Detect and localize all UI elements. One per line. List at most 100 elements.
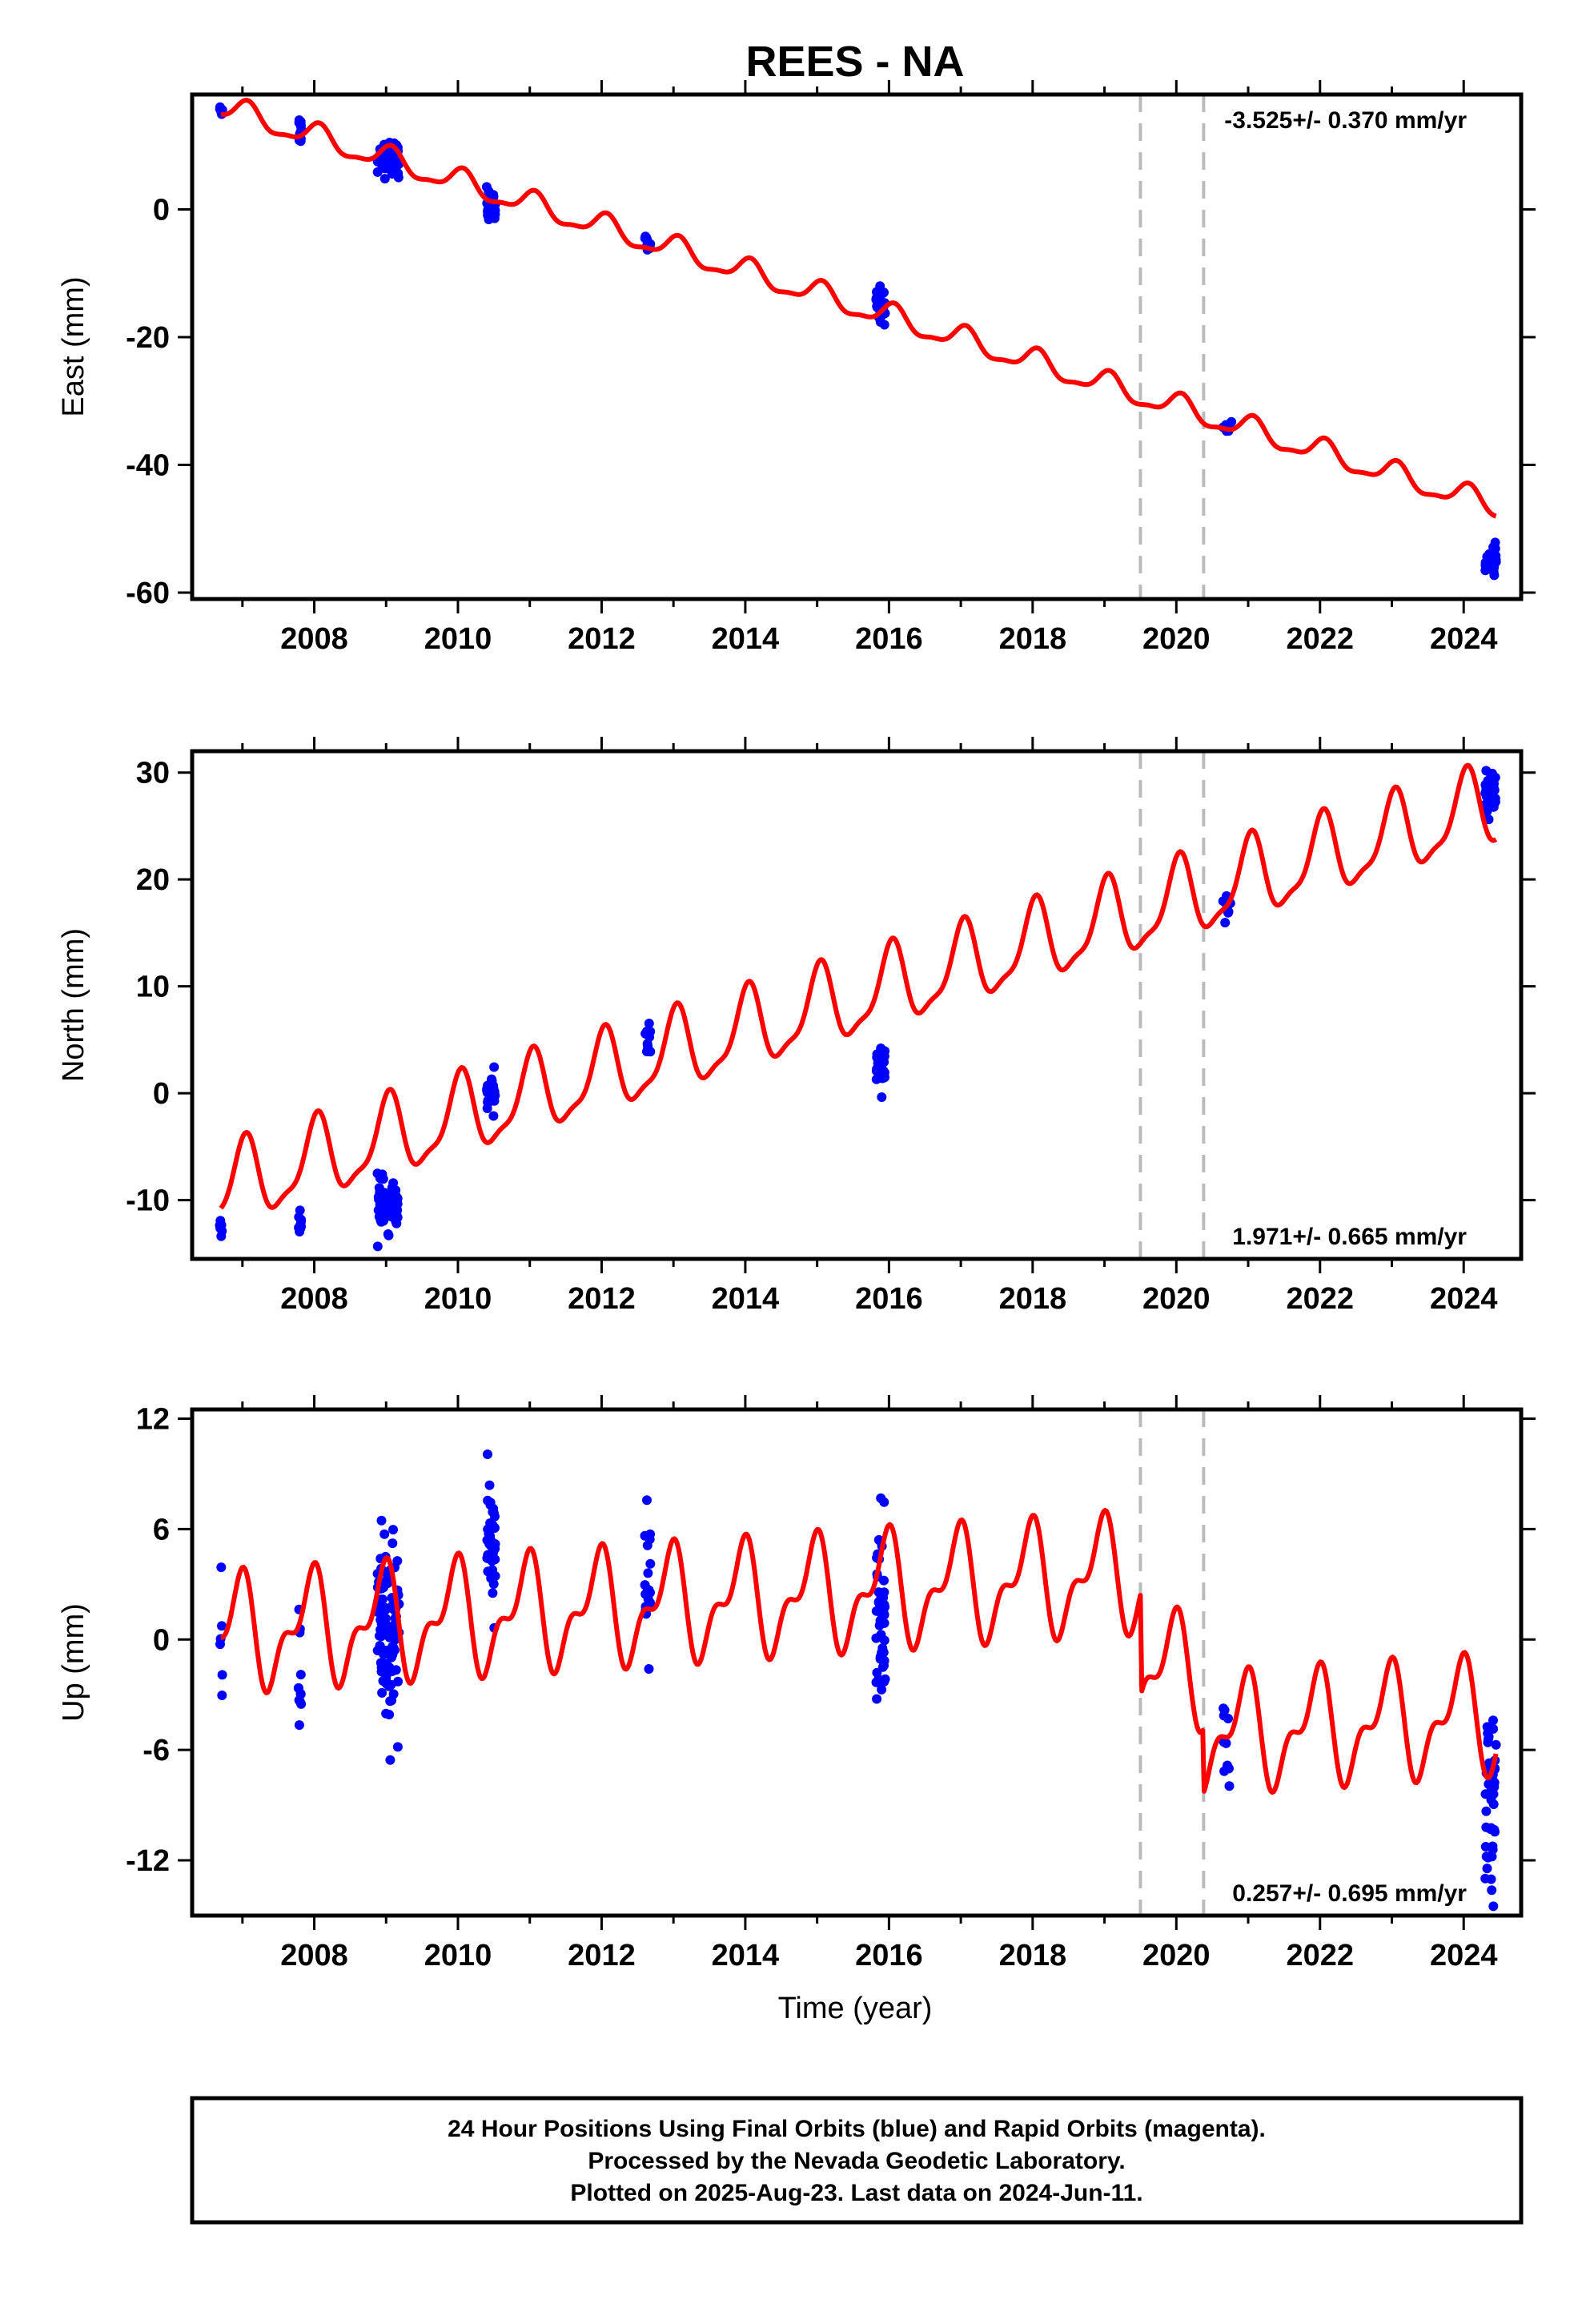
data-point [483, 1449, 492, 1459]
data-point [877, 1092, 887, 1102]
data-point [378, 1174, 388, 1184]
data-point [481, 182, 492, 192]
data-point [1221, 1738, 1231, 1748]
data-point [640, 1028, 651, 1039]
data-point [384, 1632, 395, 1642]
data-point [880, 1072, 889, 1083]
y-tick-label: -6 [143, 1734, 170, 1767]
data-point [1489, 1824, 1500, 1835]
data-point [642, 1495, 652, 1506]
data-point [485, 1531, 496, 1542]
data-point [388, 1665, 399, 1675]
data-point [385, 1755, 396, 1765]
data-point [484, 1480, 495, 1490]
y-tick-label: 20 [136, 863, 170, 897]
data-point [1224, 1781, 1235, 1791]
data-point [1483, 1852, 1493, 1863]
data-point [375, 1658, 386, 1668]
data-point [1486, 1795, 1496, 1805]
rate-label: 1.971+/- 0.665 mm/yr [1232, 1224, 1467, 1250]
x-tick-label: 2008 [280, 1939, 348, 1972]
data-point [1481, 1806, 1492, 1816]
data-point [1488, 800, 1499, 810]
x-tick-label: 2020 [1142, 1282, 1211, 1316]
data-point [872, 1694, 882, 1704]
data-point [217, 1621, 227, 1631]
plot-frame [190, 92, 1524, 601]
chart-title: REES - NA [745, 38, 964, 86]
data-point [1482, 1864, 1492, 1874]
data-point [879, 1575, 889, 1586]
x-tick-label: 2010 [424, 1939, 492, 1972]
data-point [382, 1204, 392, 1214]
data-point [383, 1230, 394, 1240]
data-point [490, 1511, 500, 1522]
x-tick-label: 2008 [280, 1282, 348, 1316]
y-tick-label: -12 [126, 1844, 170, 1878]
model-curve [219, 1508, 1499, 1795]
footer-line-2: Processed by the Nevada Geodetic Laborat… [588, 2148, 1125, 2174]
data-point [294, 1695, 304, 1705]
data-point [488, 1111, 499, 1121]
data-point [1486, 1874, 1496, 1884]
y-axis-label: East (mm) [57, 276, 90, 416]
data-point [385, 1696, 396, 1707]
data-point [379, 1188, 390, 1198]
data-point [1219, 1766, 1230, 1776]
data-point [488, 1565, 497, 1575]
y-axis-label: Up (mm) [57, 1603, 90, 1722]
x-tick-label: 2022 [1286, 1282, 1354, 1316]
plot-frame [190, 1407, 1524, 1918]
data-point [294, 1720, 304, 1731]
data-point [381, 1614, 391, 1624]
data-point [376, 1515, 387, 1526]
data-point [485, 1518, 496, 1528]
data-point [874, 1055, 885, 1066]
data-point [393, 1676, 404, 1687]
data-point [1488, 1901, 1499, 1912]
data-point [389, 1198, 400, 1208]
data-point [1481, 1822, 1492, 1832]
x-tick-label: 2014 [712, 622, 780, 656]
y-tick-label: -20 [126, 321, 170, 355]
data-point [380, 1645, 391, 1655]
data-point [295, 1670, 306, 1680]
x-tick-label: 2010 [424, 622, 492, 656]
x-tick-label: 2020 [1142, 1939, 1211, 1972]
x-tick-label: 2018 [999, 1939, 1067, 1972]
y-tick-label: 10 [136, 971, 170, 1004]
east-panel: 2008 2010 2012 2014 2016 2018 2020 2022 2024 -60 -… [57, 80, 1536, 656]
data-point [295, 119, 306, 130]
data-point [490, 205, 500, 215]
x-tick-label: 2012 [568, 1282, 636, 1316]
data-point [641, 232, 652, 243]
data-point [216, 1562, 227, 1573]
footer-line-3: Plotted on 2025-Aug-23. Last data on 202… [570, 2180, 1142, 2206]
data-point [1488, 1777, 1498, 1787]
data-point [879, 1618, 889, 1628]
data-point [216, 1231, 227, 1241]
data-point [490, 1543, 500, 1554]
data-point [483, 205, 493, 215]
data-point [1485, 782, 1496, 792]
data-point [644, 1664, 654, 1674]
data-point [217, 1691, 227, 1700]
data-point [876, 1591, 886, 1602]
data-point [388, 1525, 398, 1535]
data-point [640, 1580, 650, 1590]
data-point [488, 1588, 498, 1598]
data-point [388, 166, 399, 176]
y-tick-label: 0 [153, 1077, 170, 1111]
data-point [1487, 1885, 1497, 1896]
data-point [879, 287, 889, 298]
data-point [1480, 1842, 1491, 1852]
y-tick-label: 30 [136, 757, 170, 790]
data-point [1219, 1705, 1230, 1715]
y-tick-label: -40 [126, 449, 170, 483]
x-tick-label: 2022 [1286, 622, 1354, 656]
data-point [872, 297, 882, 308]
data-point [383, 1681, 394, 1691]
model-curve [219, 98, 1497, 519]
data-point [1491, 1739, 1501, 1750]
data-point [640, 1530, 650, 1541]
